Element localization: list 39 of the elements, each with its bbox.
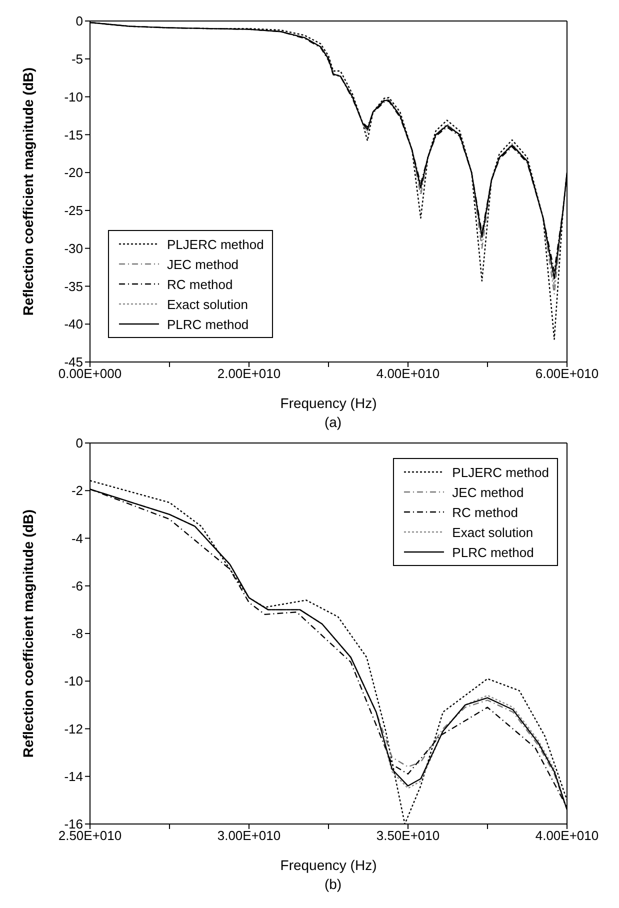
x-tick-label: 2.00E+010 — [217, 366, 281, 382]
legend-label: JEC method — [167, 256, 239, 272]
y-tick-label: -25 — [64, 203, 83, 218]
y-tick-label: -15 — [64, 127, 83, 142]
y-tick-label: -35 — [64, 278, 83, 294]
x-axis-title: Frequency (Hz) — [280, 857, 377, 873]
y-tick-label: -30 — [64, 240, 83, 256]
y-axis-title: Reflection coefficient magnitude (dB) — [20, 67, 36, 316]
legend-label: Exact solution — [167, 296, 248, 312]
x-axis-title: Frequency (Hz) — [280, 395, 377, 411]
legend-label: PLJERC method — [452, 464, 549, 480]
x-tick-label: 3.00E+010 — [217, 828, 281, 844]
y-tick-label: -10 — [64, 674, 83, 689]
x-tick-label: 4.00E+010 — [535, 828, 599, 844]
legend-label: PLRC method — [452, 544, 534, 560]
legend-label: PLRC method — [167, 316, 249, 332]
y-tick-label: 0 — [76, 436, 83, 451]
y-tick-label: -20 — [64, 165, 83, 180]
y-tick-label: -40 — [64, 316, 83, 332]
y-tick-label: 0 — [76, 14, 83, 29]
text: (a) — [323, 414, 343, 430]
legend-label: Exact solution — [452, 524, 534, 540]
legend-label: JEC method — [452, 484, 524, 500]
y-axis-title: Reflection coefficient magnitude (dB) — [20, 509, 36, 758]
text: (b) — [323, 876, 343, 892]
legend-label: RC method — [167, 276, 233, 292]
x-tick-label: 3.50E+010 — [376, 828, 440, 844]
x-tick-label: 4.00E+010 — [376, 366, 440, 382]
legend-label: RC method — [452, 504, 518, 520]
y-tick-label: -12 — [64, 721, 83, 736]
y-tick-label: -4 — [71, 530, 83, 546]
y-tick-label: -2 — [71, 483, 83, 498]
y-tick-label: -6 — [71, 578, 83, 594]
x-tick-label: 6.00E+010 — [535, 366, 599, 382]
legend-label: PLJERC method — [167, 236, 264, 252]
y-tick-label: -5 — [71, 52, 83, 67]
y-tick-label: -8 — [71, 626, 83, 642]
y-tick-label: -14 — [64, 768, 83, 784]
y-tick-label: -10 — [64, 89, 83, 104]
